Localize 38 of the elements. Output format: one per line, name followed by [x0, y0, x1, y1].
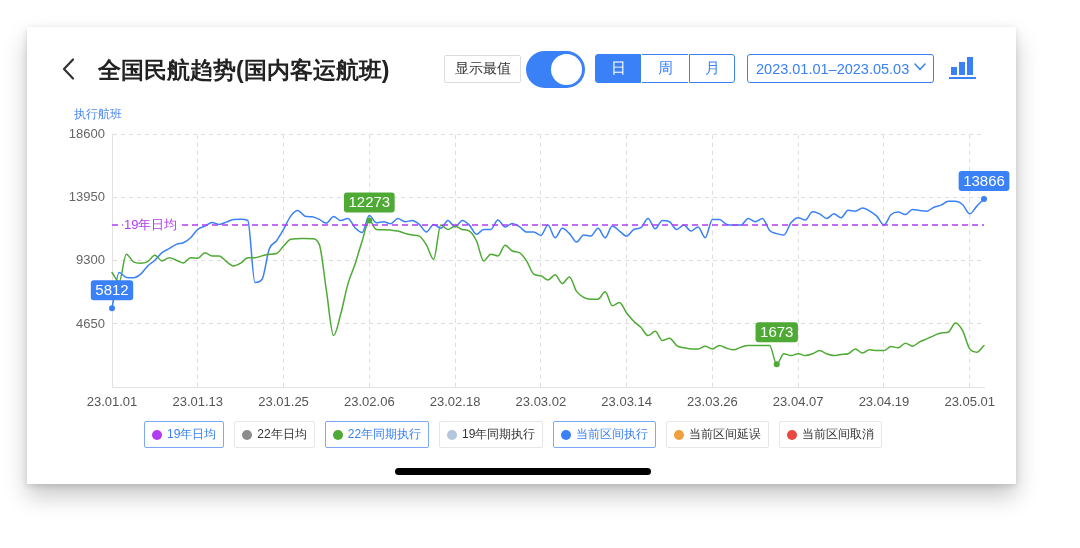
point — [773, 361, 780, 368]
data-label: 13866 — [963, 171, 1005, 189]
legend-label: 19年同期执行 — [462, 426, 536, 443]
data-label: 5812 — [95, 280, 129, 298]
legend-label: 22年同期执行 — [347, 426, 422, 443]
text: 显示最值 — [454, 59, 511, 78]
x-tick-label: 23.03.14 — [601, 394, 652, 410]
x-tick-label: 23.02.06 — [344, 394, 395, 410]
legend-label: 当前区间延误 — [689, 426, 762, 443]
y-tick-label: 4650 — [76, 315, 105, 331]
x-tick-label: 23.04.19 — [858, 394, 910, 410]
text: 19年日均 — [167, 427, 217, 441]
y-tick-label: 9300 — [76, 252, 105, 268]
x-tick-label: 23.03.02 — [515, 394, 567, 410]
ref-line-label: 19年日均 — [124, 216, 178, 232]
legend-label: 当前区间取消 — [802, 426, 875, 443]
chart-title: 全国民航趋势(国内客运航班) — [98, 56, 390, 85]
x-tick-label: 23.01.25 — [258, 394, 309, 410]
x-tick-label: 23.01.13 — [172, 394, 224, 410]
legend-label: 当前区间执行 — [576, 426, 649, 443]
x-tick-label: 23.05.01 — [944, 394, 996, 410]
text: 2023.01.01–2023.05.03 — [756, 59, 910, 79]
text: 周 — [657, 58, 673, 78]
data-label: 12273 — [348, 193, 391, 211]
point — [109, 305, 115, 312]
text: 日 — [610, 58, 626, 78]
y-tick-label: 13950 — [68, 189, 105, 205]
point — [981, 195, 987, 202]
x-tick-label: 23.01.01 — [86, 394, 138, 410]
x-tick-label: 23.03.26 — [687, 394, 738, 410]
data-label: 1673 — [760, 322, 794, 340]
point — [366, 217, 373, 224]
x-tick-label: 23.04.07 — [772, 394, 824, 410]
legend-label: 22年日均 — [257, 426, 307, 443]
text: 月 — [704, 58, 720, 78]
x-tick-label: 23.02.18 — [429, 394, 481, 410]
y-tick-label: 18600 — [68, 126, 105, 142]
y-axis-title: 执行航班 — [74, 106, 122, 122]
